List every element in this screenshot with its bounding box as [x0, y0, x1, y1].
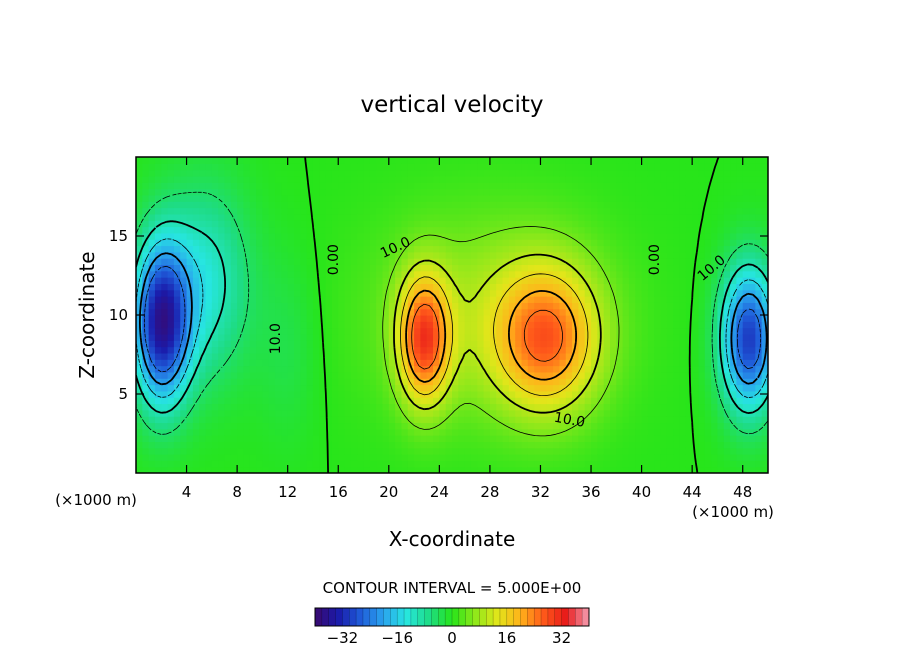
colorbar-segment: [356, 608, 364, 626]
y-tick-label: 5: [118, 385, 128, 403]
contour-lines: [136, 157, 768, 473]
x-tick-label: 36: [581, 483, 600, 501]
colorbar-segment: [404, 608, 412, 626]
x-tick-label: 16: [329, 483, 348, 501]
colorbar-tick-label: −32: [327, 629, 359, 647]
colorbar-segment: [349, 608, 357, 626]
x-tick-label: 20: [379, 483, 398, 501]
contour-level: [400, 273, 589, 396]
colorbar-segment: [315, 608, 323, 626]
x-tick-label: 32: [531, 483, 550, 501]
colorbar-segment: [541, 608, 549, 626]
contour-level: [136, 220, 768, 414]
colorbar-segment: [486, 608, 494, 626]
colorbar-segment: [554, 608, 562, 626]
x-tick-label: 40: [632, 483, 651, 501]
colorbar-segment: [479, 608, 487, 626]
x-tick-label: 4: [182, 483, 192, 501]
x-tick-label: 24: [430, 483, 449, 501]
colorbar-frame: [314, 607, 590, 627]
colorbar-segment: [575, 608, 583, 626]
colorbar-tick-label: 16: [497, 629, 516, 647]
colorbar-segment: [390, 608, 398, 626]
colorbar-segment: [438, 608, 446, 626]
colorbar-tick-label: 0: [447, 629, 457, 647]
y-tick-label: 15: [109, 227, 128, 245]
colorbar-segment: [397, 608, 405, 626]
x-unit-left: (×1000 m): [55, 491, 137, 509]
colorbar-segment: [520, 608, 528, 626]
contour-level: [136, 238, 768, 399]
colorbar-segment: [445, 608, 453, 626]
contour-label: 0.00: [647, 244, 663, 275]
colorbar-segment: [499, 608, 508, 626]
colorbar-segment: [342, 608, 350, 626]
colorbar-segment: [321, 608, 330, 626]
contour-level: [136, 191, 768, 435]
x-tick-label: 12: [278, 483, 297, 501]
colorbar-segment: [513, 608, 521, 626]
colorbar-segment: [458, 608, 467, 626]
colorbar-segment: [493, 608, 501, 626]
colorbar-segment: [362, 608, 371, 626]
colorbar-segment: [424, 608, 432, 626]
colorbar-segment: [472, 608, 480, 626]
contour-level: [144, 265, 762, 373]
colorbar-tick-labels: −32 −16 0 16 32: [327, 629, 572, 647]
x-tick-label: 48: [733, 483, 752, 501]
x-tick-label: 28: [480, 483, 499, 501]
contour-level: [382, 226, 620, 437]
y-axis-label: Z-coordinate: [75, 251, 99, 378]
colorbar-segment: [506, 608, 515, 626]
contour-level: [405, 289, 577, 383]
contour-level: [304, 157, 720, 473]
colorbar-segment: [527, 608, 535, 626]
y-tick-label: 10: [109, 306, 128, 324]
x-axis-label: X-coordinate: [389, 527, 516, 551]
colorbar-segment: [383, 608, 391, 626]
chart-title: vertical velocity: [361, 92, 544, 118]
colorbar-segment: [465, 608, 473, 626]
colorbar-segment: [410, 608, 419, 626]
colorbar-segment: [561, 608, 569, 626]
colorbar-segment: [376, 608, 384, 626]
contour-label: 10.0: [553, 410, 586, 431]
colorbar-segment: [335, 608, 343, 626]
colorbar-tick-label: −16: [381, 629, 413, 647]
contour-level: [139, 252, 768, 386]
x-axis-ticks: 4 8 12 16 20 24 28 32 36 40 44 48: [182, 157, 752, 501]
colorbar-segment: [417, 608, 425, 626]
colorbar-segment: [452, 608, 460, 626]
contour-level: [393, 253, 602, 414]
colorbar-segment: [328, 608, 336, 626]
colorbar-segment: [547, 608, 556, 626]
colorbar: [314, 607, 590, 627]
colorbar-segment: [369, 608, 378, 626]
colorbar-segment: [568, 608, 576, 626]
colorbar-segment: [431, 608, 439, 626]
contour-label: 0.00: [326, 244, 342, 275]
colorbar-tick-label: 32: [552, 629, 571, 647]
y-axis-ticks: 5 10 15: [109, 227, 768, 403]
colorbar-segment: [534, 608, 542, 626]
contour-label: 10.0: [268, 323, 284, 354]
contour-level: [411, 303, 563, 370]
x-tick-label: 44: [683, 483, 702, 501]
contour-interval-text: CONTOUR INTERVAL = 5.000E+00: [323, 579, 582, 597]
colorbar-segment: [582, 608, 590, 626]
x-unit-right: (×1000 m): [692, 503, 774, 521]
velocity-field: [136, 157, 768, 473]
x-tick-label: 8: [232, 483, 242, 501]
